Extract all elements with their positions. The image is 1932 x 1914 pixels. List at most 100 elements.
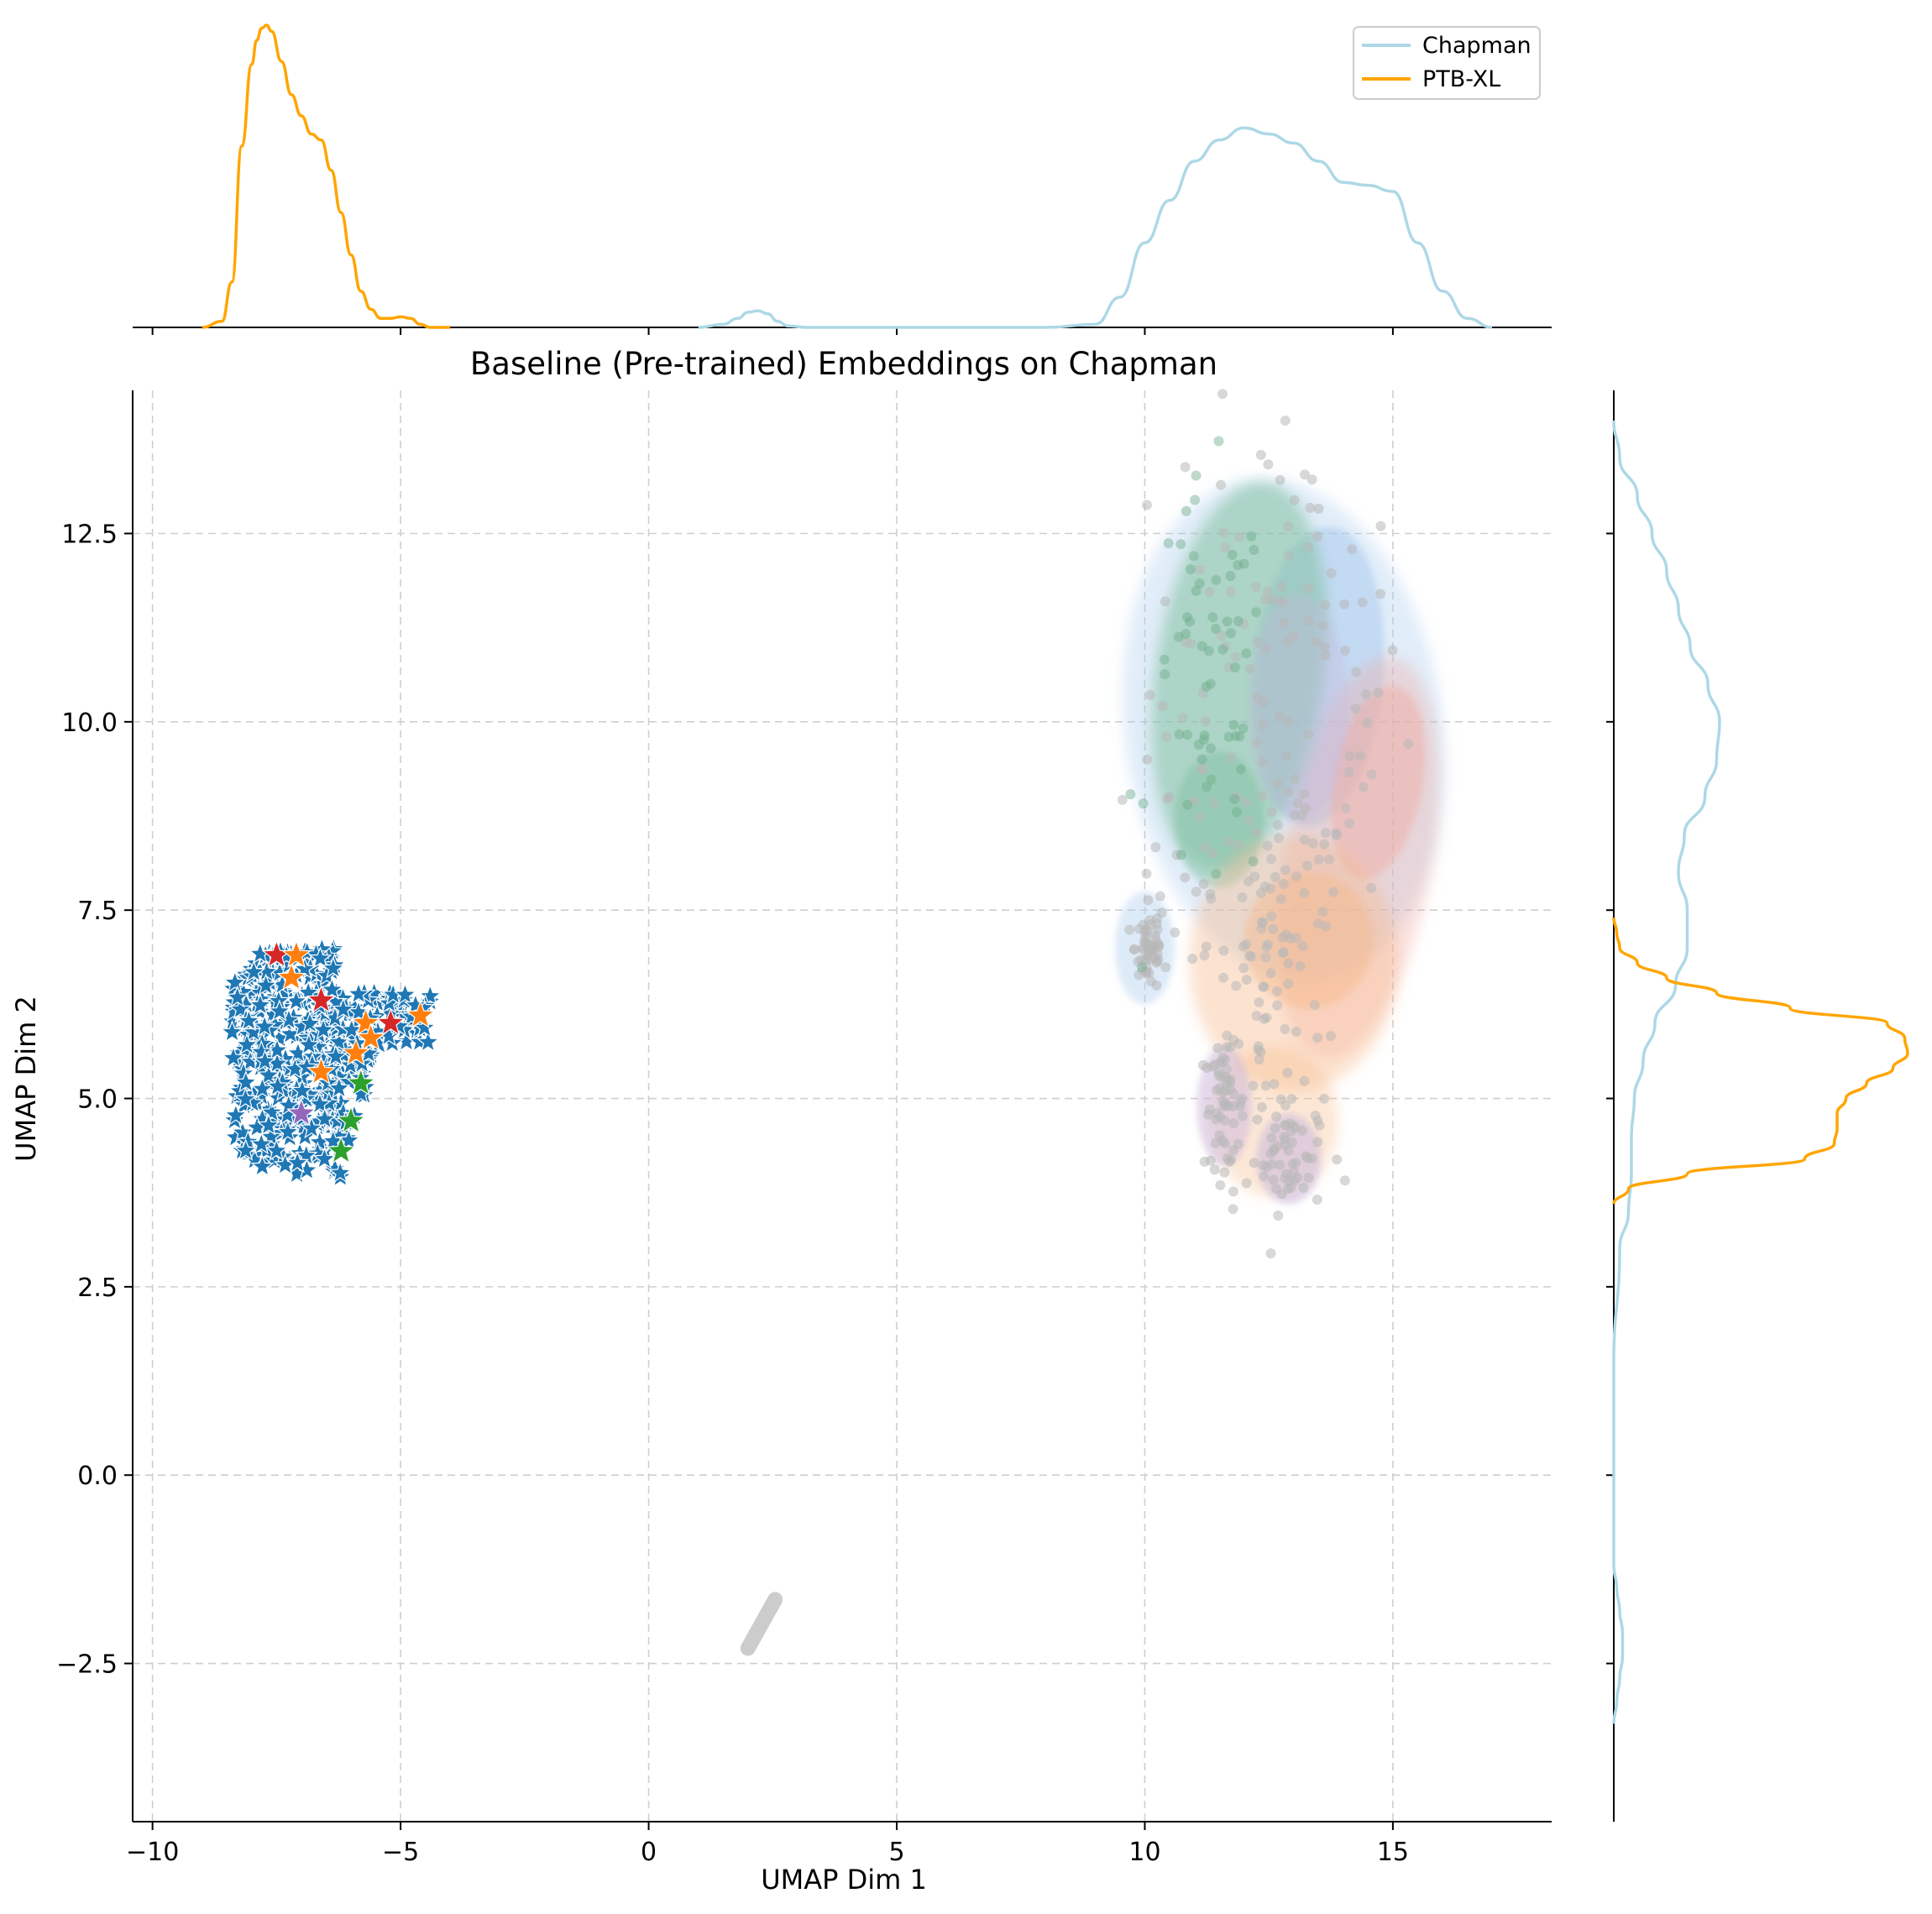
ptbxl-blue-stars-point [295,1054,319,1078]
chapman-gray-points-point [1191,886,1202,897]
chapman-gray-points-point [1232,791,1243,802]
chapman-gray-points-point [1319,839,1330,850]
chapman-gray-points-point [1347,544,1358,555]
y-tick-label-4: 7.5 [77,897,118,926]
chapman-green-region-point [1201,682,1212,693]
chapman-gray-points-point [1143,895,1154,906]
chapman-gray-points-point [1135,954,1146,965]
chapman-gray-points-point [1292,798,1303,808]
chapman-gray-points-point [1237,892,1248,903]
chapman-green-region-point [1174,729,1185,740]
chapman-gray-points-point [1194,812,1205,823]
chapman-gray-points-point [1244,663,1255,674]
chapman-green-region-point [1249,545,1259,556]
chapman-gray-points-point [1255,1046,1266,1057]
chapman-gray-points-point [1171,850,1182,860]
chapman-gray-points-point [1289,1175,1300,1186]
chapman-gray-points-point [1313,854,1324,865]
ptbxl-blue-stars-point [328,1160,353,1184]
ptbxl-purple-stars-point [286,1097,317,1127]
chapman-green-region-point [1246,531,1257,541]
chapman-gray-points-point [1375,520,1386,531]
chapman-gray-points-point [1222,1030,1233,1041]
chapman-gray-points-point [1198,879,1209,890]
chapman-green-region-point [1205,743,1216,754]
chapman-green-region-point [1196,641,1207,651]
chapman-gray-points-point [1117,794,1128,805]
chapman-gray-points-point [1350,703,1361,714]
chapman-gray-points-point [1258,981,1269,992]
chapman-gray-points-point [1320,650,1331,661]
chapman-gray-points-point [1208,798,1219,808]
chapman-green-region-point [1248,856,1259,867]
chapman-gray-points-point [1366,882,1377,893]
chapman-gray-points-point [1266,807,1277,818]
chapman-green-region-point [1163,538,1174,549]
ptbxl-blue-stars-point [235,1033,259,1055]
chapman-green-region-point [1213,436,1224,447]
chapman-green-region-point [1238,558,1249,569]
chapman-green-region-point [1199,730,1210,741]
chapman-green-region-point [1231,807,1242,818]
chapman-gray-points-point [1288,1166,1299,1177]
chapman-gray-points-point [1241,1178,1252,1189]
chapman-gray-points-point [1210,1137,1221,1148]
chapman-green-region-point [1160,669,1170,680]
chapman-green-region-point [1228,719,1239,730]
ptbxl-blue-stars-point [308,946,332,969]
chapman-gray-points-point [1277,948,1288,959]
y-tick-label-1: 0.0 [77,1462,118,1491]
chapman-gray-points-point [1199,1156,1210,1167]
chapman-green-region-point [1185,564,1196,575]
ptbxl-blue-stars-point [233,1138,258,1161]
ptbxl-blue-stars-point [298,1011,322,1034]
chapman-gray-points-point [1328,886,1339,897]
chapman-gray-points-point [1272,819,1283,830]
ptbxl-blue-stars-point [327,1029,351,1053]
chapman-green-region-point [1188,551,1199,562]
chapman-gray-points-point [1177,713,1188,724]
x-tick-label-1: −5 [382,1838,419,1867]
chapman-gray-points-point [1237,1111,1248,1122]
ptbxl-blue-stars-point [393,982,417,1006]
chapman-red-region-contour [1331,685,1426,879]
chapman-gray-points-point [1144,689,1155,700]
chapman-gray-points-point [1137,965,1148,976]
ptbxl-blue-stars-point [327,1075,351,1099]
chapman-gray-points-point [1275,894,1286,905]
chapman-gray-points-point [1180,872,1191,883]
chapman-gray-points-point [1221,1080,1232,1090]
chapman-gray-points-point [1218,1101,1229,1111]
chapman-green-region-point [1203,646,1214,656]
chapman-gray-points-point [1142,754,1153,765]
chapman-green-region-point [1191,470,1202,481]
chapman-gray-points-point [1278,878,1289,889]
ptbxl-blue-stars-point [416,1029,440,1053]
chapman-gray-points-point [1291,933,1301,944]
chapman-gray-points-point [1267,923,1278,934]
chapman-gray-points-point [1213,1070,1224,1081]
ptbxl-blue-stars-point [267,999,291,1022]
chapman-gray-points-point [1283,958,1294,969]
chapman-gray-points-point [1317,620,1328,630]
chapman-gray-points-point [1243,876,1254,886]
chapman-gray-points-point [1233,531,1244,542]
chapman-gray-points-point [1291,1026,1301,1037]
chapman-gray-points-point [1351,667,1362,677]
chapman-gray-points-point [1228,1145,1239,1156]
y-tick-label-2: 2.5 [77,1273,118,1303]
chapman-gray-points-point [1326,567,1337,578]
ptbxl-blue-stars-point [253,1014,277,1038]
chapman-gray-points-point [1312,1137,1323,1148]
chapman-gray-points-point [1305,502,1316,513]
chapman-gray-points-point [1248,1080,1259,1091]
ptbxl-blue-stars-point [242,960,266,983]
chapman-gray-points-point [1202,1109,1213,1120]
chapman-gray-points-point [1181,636,1191,647]
chapman-gray-points-point [1306,474,1317,485]
chapman-gray-points-point [1218,945,1229,956]
chapman-gray-points-point [1303,615,1314,626]
chapman-gray-points-point [1222,1064,1233,1075]
chapman-gray-points-point [1387,645,1398,656]
